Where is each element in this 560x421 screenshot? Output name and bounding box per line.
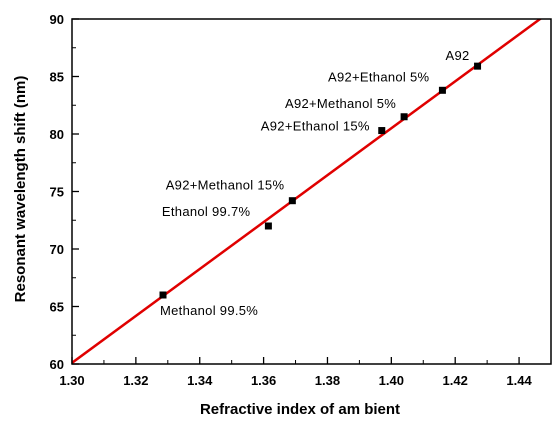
x-tick-label: 1.36 [251,373,276,388]
point-label: Ethanol 99.7% [162,204,251,219]
fit-line [72,19,543,364]
y-tick-label: 80 [50,127,64,142]
point-label: A92+Ethanol 15% [261,119,370,134]
plot-frame [71,18,552,365]
axis-tick-labels: 1.30 1.32 1.34 1.36 1.38 1.40 1.42 1.44 60 65 70 75… [50,12,533,388]
y-tick-label: 85 [50,70,64,85]
x-tick-label: 1.34 [187,373,213,388]
point-label: A92 [446,48,470,63]
y-tick-label: 60 [50,357,64,372]
x-tick-label: 1.30 [59,373,84,388]
data-point [159,291,167,299]
data-point [438,86,446,94]
y-tick-label: 65 [50,300,64,315]
x-tick-label: 1.44 [506,373,532,388]
x-tick-label: 1.42 [443,373,468,388]
point-label: A92+Ethanol 5% [328,69,430,84]
data-points [159,62,482,299]
data-point [378,127,386,135]
x-tick-label: 1.32 [123,373,148,388]
x-tick-label: 1.38 [315,373,340,388]
point-annotations: Methanol 99.5% Ethanol 99.7% A92+Methanol … [160,48,470,318]
data-point [288,197,296,205]
data-point [264,222,272,230]
data-point [474,62,482,70]
point-label: A92+Methanol 5% [285,96,396,111]
data-point [400,113,408,121]
y-tick-label: 70 [50,242,64,257]
y-tick-label: 75 [50,185,64,200]
x-tick-label: 1.40 [379,373,404,388]
point-label: A92+Methanol 15% [166,178,285,193]
y-axis-title: Resonant wavelength shift (nm) [12,76,29,303]
x-axis-title: Refractive index of am bient [200,401,400,418]
point-label: Methanol 99.5% [160,303,258,318]
y-tick-label: 90 [50,12,64,27]
